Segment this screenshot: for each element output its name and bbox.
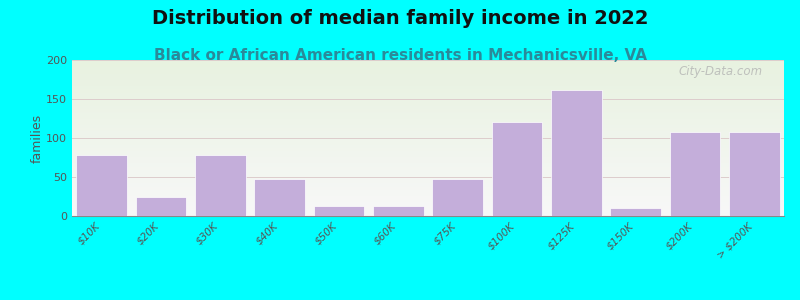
Bar xyxy=(729,132,779,216)
Bar xyxy=(195,155,246,216)
Bar xyxy=(314,206,364,216)
Bar xyxy=(610,208,661,216)
Bar xyxy=(433,178,483,216)
Bar xyxy=(551,90,602,216)
Bar xyxy=(136,196,186,216)
Text: Distribution of median family income in 2022: Distribution of median family income in … xyxy=(152,9,648,28)
Bar xyxy=(670,132,720,216)
Bar xyxy=(492,122,542,216)
Text: City-Data.com: City-Data.com xyxy=(678,65,762,78)
Bar xyxy=(373,206,423,216)
Y-axis label: families: families xyxy=(30,113,43,163)
Text: Black or African American residents in Mechanicsville, VA: Black or African American residents in M… xyxy=(154,48,646,63)
Bar xyxy=(77,155,127,216)
Bar xyxy=(254,178,305,216)
